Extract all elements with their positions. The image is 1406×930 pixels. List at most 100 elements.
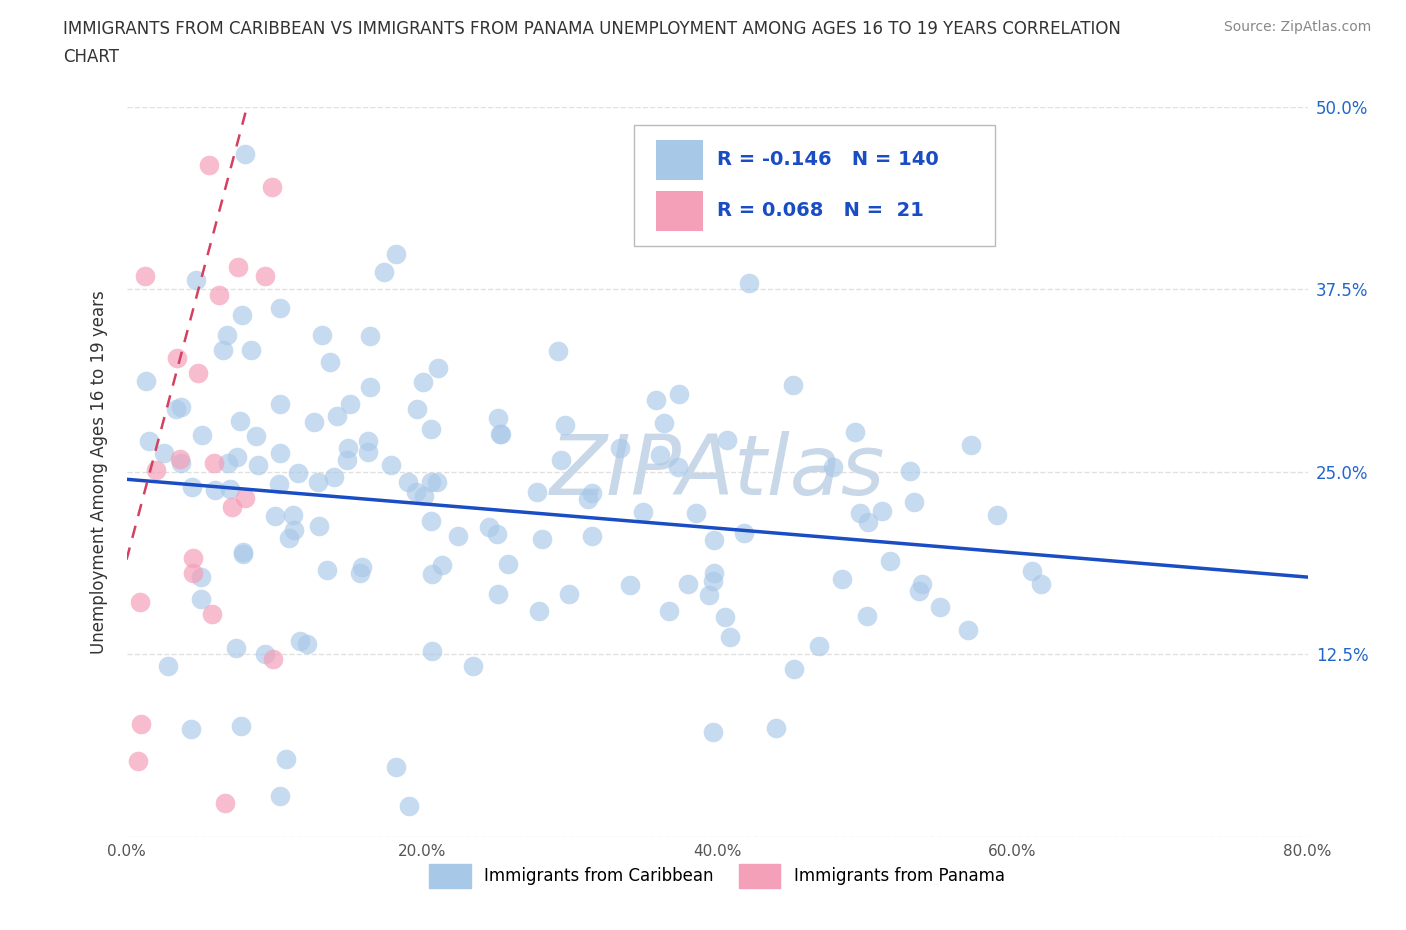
Point: [166, 351, 188, 365]
Point: [550, 453, 572, 468]
Point: [576, 492, 599, 507]
Point: [170, 456, 193, 471]
Point: [316, 563, 339, 578]
Point: [349, 565, 371, 580]
Bar: [655, 191, 703, 231]
Point: [419, 475, 441, 490]
Point: [666, 459, 689, 474]
Point: [357, 445, 380, 459]
Point: [447, 528, 470, 543]
Point: [350, 560, 373, 575]
Point: [631, 504, 654, 519]
Point: [336, 452, 359, 467]
Point: [420, 644, 443, 658]
Point: [359, 328, 381, 343]
Point: [135, 374, 157, 389]
Text: Source: ZipAtlas.com: Source: ZipAtlas.com: [1223, 20, 1371, 34]
Point: [208, 287, 231, 302]
Point: [281, 508, 304, 523]
Point: [217, 456, 239, 471]
Point: [485, 526, 508, 541]
Point: [253, 268, 276, 283]
Text: CHART: CHART: [63, 48, 120, 66]
Point: [703, 565, 725, 580]
Point: [204, 483, 226, 498]
Point: [405, 485, 427, 499]
Point: [231, 308, 253, 323]
Point: [844, 424, 866, 439]
Point: [531, 532, 554, 547]
Point: [496, 557, 519, 572]
Point: [262, 179, 284, 194]
Point: [685, 506, 707, 521]
Point: [782, 378, 804, 392]
Point: [245, 428, 267, 443]
Point: [529, 604, 551, 618]
Point: [302, 414, 325, 429]
Point: [212, 342, 235, 357]
Point: [398, 799, 420, 814]
Point: [654, 416, 676, 431]
Point: [233, 146, 256, 161]
Point: [336, 441, 359, 456]
Point: [326, 409, 349, 424]
Point: [269, 397, 291, 412]
Point: [229, 719, 252, 734]
Point: [278, 531, 301, 546]
Point: [808, 639, 831, 654]
Point: [783, 662, 806, 677]
Point: [190, 591, 212, 606]
Point: [910, 577, 932, 591]
Point: [380, 458, 402, 472]
Point: [373, 264, 395, 279]
Point: [191, 427, 214, 442]
Point: [461, 658, 484, 673]
Point: [269, 789, 291, 804]
Bar: [655, 140, 703, 180]
Point: [357, 434, 380, 449]
Point: [225, 641, 247, 656]
Y-axis label: Unemployment Among Ages 16 to 19 years: Unemployment Among Ages 16 to 19 years: [90, 290, 108, 654]
Point: [1031, 577, 1053, 591]
Point: [127, 754, 149, 769]
Point: [398, 474, 420, 489]
Point: [145, 462, 167, 477]
Point: [262, 651, 284, 666]
Point: [554, 418, 576, 432]
Point: [264, 509, 287, 524]
Point: [406, 401, 429, 416]
Point: [183, 551, 205, 565]
Point: [283, 523, 305, 538]
Point: [129, 717, 152, 732]
Point: [295, 636, 318, 651]
Point: [287, 465, 309, 480]
Text: R = 0.068   N =  21: R = 0.068 N = 21: [717, 201, 924, 220]
Point: [986, 507, 1008, 522]
Point: [308, 519, 330, 534]
Point: [385, 760, 408, 775]
Point: [339, 397, 361, 412]
Point: [849, 505, 872, 520]
Legend: Immigrants from Caribbean, Immigrants from Panama: Immigrants from Caribbean, Immigrants fr…: [423, 857, 1011, 895]
Point: [489, 427, 512, 442]
Point: [181, 565, 204, 580]
Point: [956, 623, 979, 638]
Point: [856, 514, 879, 529]
Point: [187, 365, 209, 380]
Point: [738, 275, 761, 290]
Point: [228, 259, 250, 274]
Point: [645, 392, 668, 407]
Point: [157, 658, 180, 673]
Point: [311, 327, 333, 342]
Point: [420, 566, 443, 581]
Point: [233, 490, 256, 505]
Text: ZIPAtlas: ZIPAtlas: [550, 432, 884, 512]
Point: [658, 604, 681, 618]
Point: [202, 456, 225, 471]
Point: [359, 379, 381, 394]
Point: [269, 300, 291, 315]
Point: [190, 570, 212, 585]
Point: [765, 721, 787, 736]
Point: [426, 361, 449, 376]
Point: [232, 544, 254, 559]
